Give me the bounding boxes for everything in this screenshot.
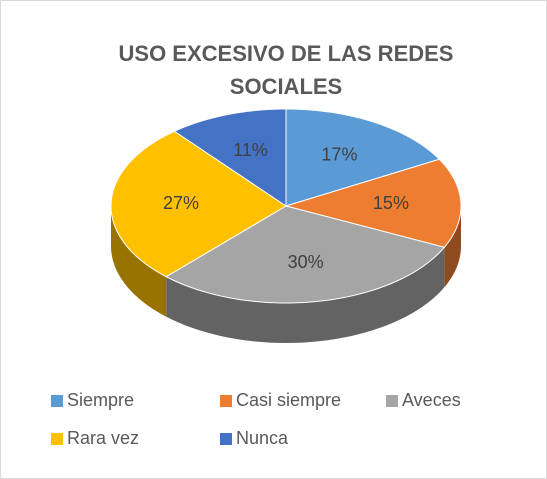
legend-swatch [51, 395, 63, 407]
data-label: 27% [163, 193, 199, 213]
data-label: 11% [233, 140, 268, 160]
legend-label: Siempre [67, 390, 134, 410]
data-label: 17% [321, 145, 357, 165]
slice [110, 130, 287, 278]
legend-label: Rara vez [67, 428, 139, 448]
legend-label: Aveces [402, 390, 461, 410]
slice [173, 108, 287, 207]
legend-swatch [220, 395, 232, 407]
legend-swatch [386, 395, 398, 407]
slice [285, 108, 441, 207]
slice-side [166, 247, 445, 343]
legend-swatch [51, 433, 63, 445]
data-label: 30% [288, 252, 324, 272]
data-label: 15% [373, 193, 409, 213]
slice [284, 158, 462, 248]
legend-label: Nunca [236, 428, 289, 448]
slice-side [444, 206, 461, 288]
slice-side [111, 206, 167, 317]
chart-title: USO EXCESIVO DE LAS REDES SOCIALES [118, 41, 454, 99]
slice [165, 205, 446, 304]
legend-swatch [220, 433, 232, 445]
legend-label: Casi siempre [236, 390, 341, 410]
